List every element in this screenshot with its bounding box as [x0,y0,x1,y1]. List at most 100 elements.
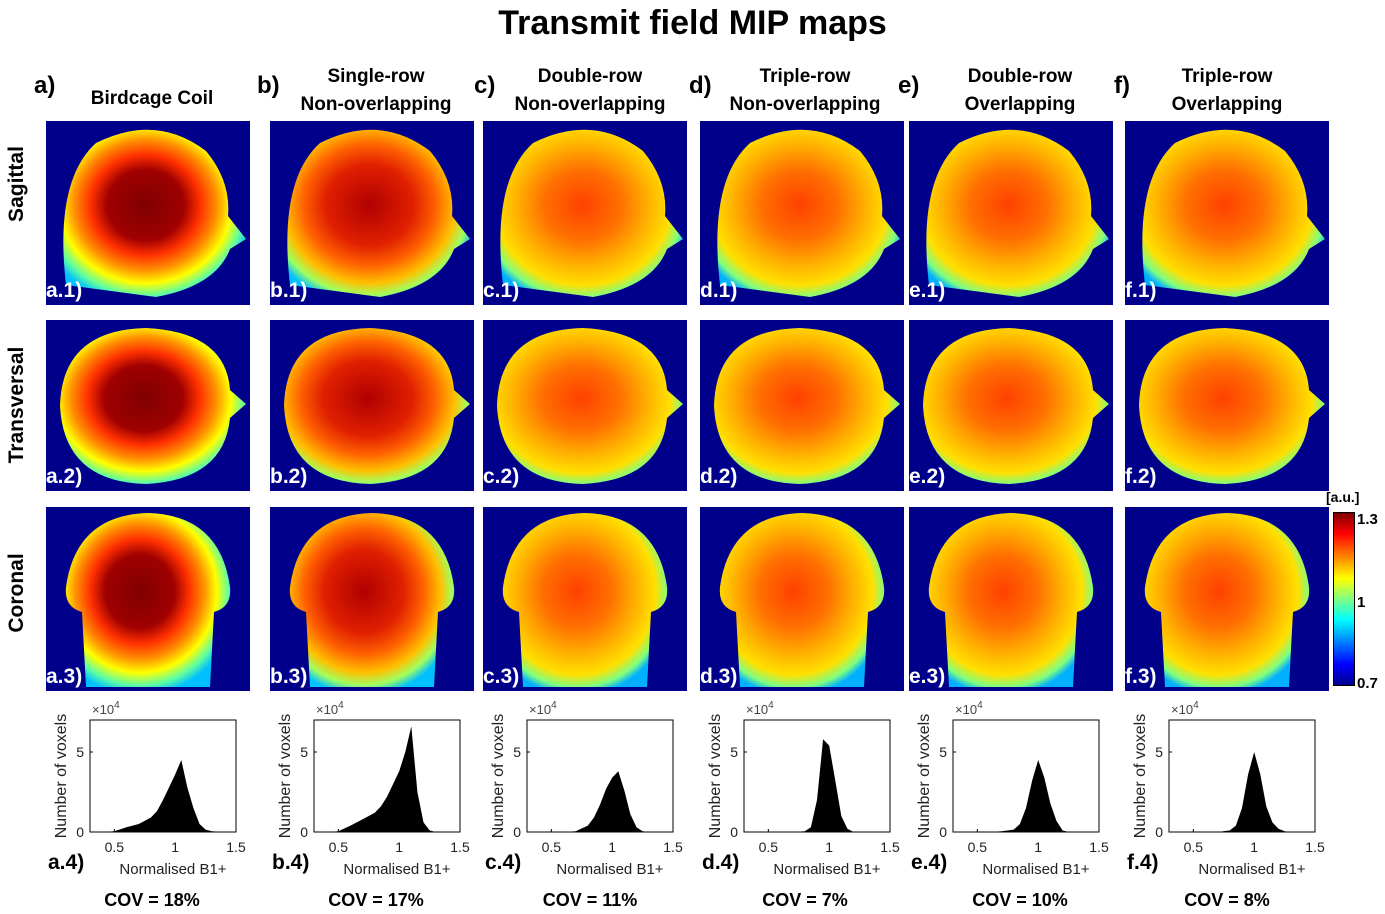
head-map [719,513,885,687]
y-tick-label: 5 [730,744,738,760]
y-tick-label: 0 [730,824,738,840]
x-tick-label: 1 [608,839,616,855]
colorbar-mid: 1 [1357,594,1366,611]
y-tick-label: 0 [1155,824,1163,840]
y-tick-label: 0 [513,824,521,840]
histogram-area [314,726,460,832]
panel-label: c.1) [483,279,520,302]
y-exponent-label: ×104 [1171,700,1199,717]
panel-label: a.3) [46,665,83,688]
head-map [65,513,231,687]
y-tick-label: 5 [939,744,947,760]
head-transversal-shape [714,328,900,484]
map-panel-transversal: b.2) [270,320,474,491]
map-panel-coronal: e.3) [909,507,1113,691]
head-transversal-shape [1139,328,1325,484]
histogram-chart: 0.5 1 1.5 0 5 ×104 Number of voxels Normalised … [916,700,1109,878]
map-panel-sagittal: b.1) [270,121,474,305]
column-heading-line2: Non-overlapping [729,94,881,115]
y-exponent-power: 4 [338,700,344,711]
cov-value: COV = 10% [972,890,1068,910]
x-axis-label: Normalised B1+ [1198,861,1305,878]
x-tick-label: 1.5 [226,839,246,855]
y-axis-label: Number of voxels [916,714,933,839]
y-tick-label: 5 [76,744,84,760]
panel-label: a.1) [46,279,83,302]
head-map [714,328,900,484]
head-sagittal-shape [287,129,470,297]
map-panel-transversal: c.2) [483,320,687,491]
head-coronal-shape [928,513,1094,687]
y-exponent-label: ×104 [529,700,557,717]
head-sagittal-shape [500,129,683,297]
row-label-sagittal: Sagittal [5,146,28,222]
head-coronal-shape [719,513,885,687]
map-panel-transversal: a.2) [46,320,250,491]
y-axis-label: Number of voxels [277,714,294,839]
cov-value: COV = 17% [328,890,424,910]
head-map [717,129,900,297]
column-heading-line1: Birdcage Coil [90,88,214,109]
head-map [926,129,1109,297]
column-letter: f) [1114,72,1130,99]
histogram-area [953,760,1099,832]
histogram-area [527,771,673,832]
x-tick-label: 1.5 [1305,839,1325,855]
column-heading-line1: Double-row [537,66,643,87]
x-tick-label: 0.5 [759,839,779,855]
y-tick-label: 5 [300,744,308,760]
y-axis-label: Number of voxels [490,714,507,839]
panel-label: e.3) [909,665,946,688]
x-tick-label: 1 [395,839,403,855]
panel-label: d.1) [700,279,738,302]
panel-label: f.3) [1125,665,1157,688]
panel-label: e.2) [909,465,946,488]
x-tick-label: 1 [825,839,833,855]
map-panel-sagittal: d.1) [700,121,904,305]
x-tick-label: 1.5 [450,839,470,855]
head-map [289,513,455,687]
panel-label: b.1) [270,279,308,302]
map-panel-sagittal: f.1) [1125,121,1329,305]
column-letter: b) [257,72,280,99]
panel-label: f.2) [1125,465,1157,488]
panel-label: b.2) [270,465,308,488]
row-label-coronal: Coronal [5,553,28,633]
head-map [497,328,683,484]
colorbar-unit: [a.u.] [1326,489,1360,505]
head-transversal-shape [497,328,683,484]
head-map [63,129,246,297]
colorbar-max: 1.3 [1357,511,1378,528]
row-label-transversal: Transversal [5,346,28,464]
map-panel-coronal: d.3) [700,507,904,691]
y-exponent-label: ×104 [955,700,983,717]
column-heading-line2: Non-overlapping [514,94,666,115]
head-sagittal-shape [63,129,246,297]
head-sagittal-shape [926,129,1109,297]
head-transversal-shape [923,328,1109,484]
y-exponent-label: ×104 [316,700,344,717]
histogram-panel-label: f.4) [1127,851,1159,874]
map-panel-coronal: a.3) [46,507,250,691]
y-exponent-label: ×104 [92,700,120,717]
histogram-area [1169,752,1315,832]
x-tick-label: 0.5 [105,839,125,855]
y-tick-label: 5 [513,744,521,760]
cov-value: COV = 18% [104,890,200,910]
x-tick-label: 1 [1034,839,1042,855]
panel-label: c.2) [483,465,520,488]
cov-value: COV = 8% [1184,890,1270,910]
x-axis-label: Normalised B1+ [982,861,1089,878]
y-exponent-power: 4 [977,700,983,711]
figure-title: Transmit field MIP maps [498,4,887,42]
head-map [284,328,470,484]
map-panel-transversal: d.2) [700,320,904,491]
panel-label: e.1) [909,279,946,302]
panel-label: a.2) [46,465,83,488]
panel-label: d.3) [700,665,738,688]
head-transversal-shape [284,328,470,484]
head-sagittal-shape [1142,129,1325,297]
map-panel-sagittal: e.1) [909,121,1113,305]
column-heading-line1: Triple-row [759,66,851,87]
histogram-panel-label: c.4) [485,851,522,874]
